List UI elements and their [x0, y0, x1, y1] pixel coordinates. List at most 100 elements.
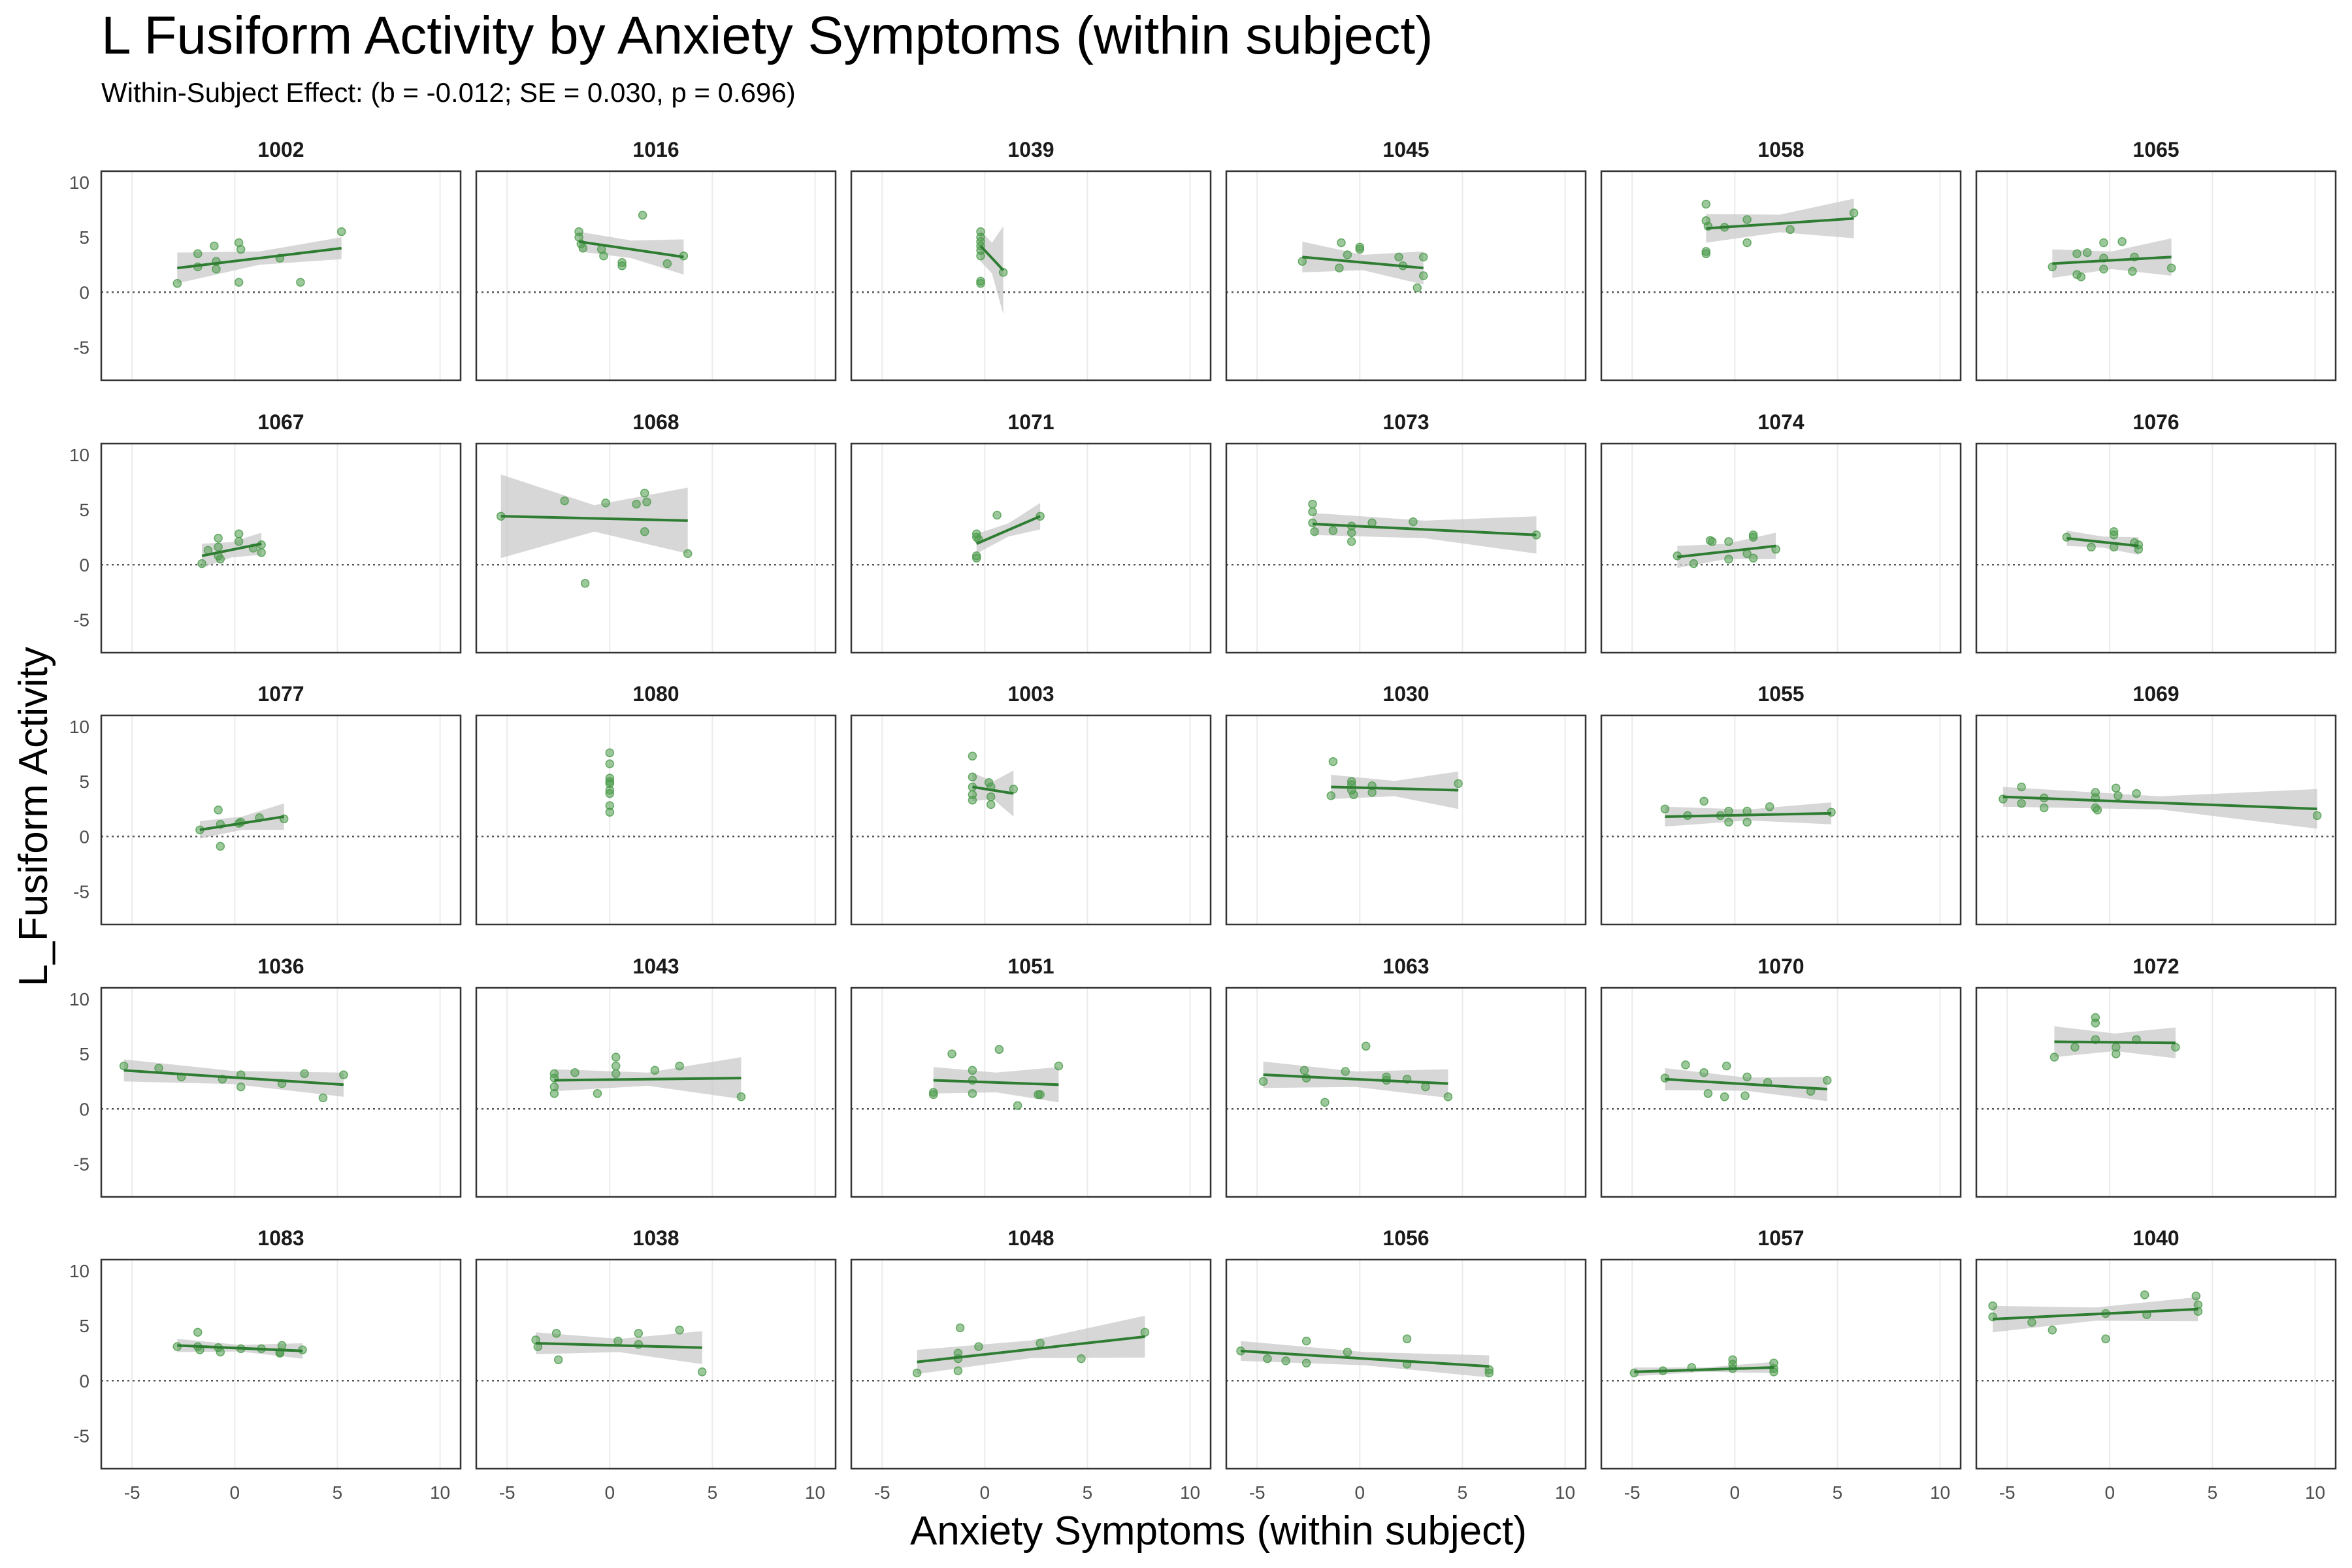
- confidence-band: [177, 237, 342, 284]
- panel-frame: [1225, 1258, 1587, 1470]
- panel-frame: [475, 170, 837, 382]
- data-point: [1036, 1339, 1045, 1348]
- panel-strip-label: 1077: [257, 682, 304, 706]
- data-point: [1748, 553, 1758, 563]
- regression-line: [1665, 1077, 1827, 1090]
- facet-panel-1045: 1045: [1225, 138, 1587, 382]
- data-point: [2109, 531, 2119, 540]
- y-tick-label: 5: [79, 227, 90, 248]
- confidence-band: [917, 1315, 1145, 1375]
- facet-panel-1070: 1070: [1600, 955, 1962, 1198]
- data-point: [640, 489, 649, 498]
- data-point: [632, 499, 641, 509]
- panel-frame: [1975, 987, 2337, 1198]
- data-point: [1421, 1082, 1430, 1092]
- data-point: [1724, 817, 1733, 827]
- data-point: [570, 1068, 580, 1077]
- data-point: [928, 1090, 938, 1100]
- regression-line: [1677, 544, 1776, 559]
- data-point: [236, 244, 246, 254]
- data-point: [1281, 1356, 1290, 1365]
- data-point: [2017, 798, 2026, 808]
- data-point: [2070, 1043, 2080, 1052]
- panel-strip-label: 1038: [632, 1226, 679, 1250]
- data-point: [1263, 1354, 1272, 1364]
- panel-strip-label: 1057: [1757, 1226, 1804, 1250]
- data-point: [1748, 532, 1758, 542]
- x-tick-label: 10: [1180, 1482, 1200, 1503]
- panel-frame: [100, 1258, 462, 1470]
- data-point: [296, 278, 305, 287]
- data-point: [953, 1366, 963, 1375]
- panel-strip-label: 1067: [257, 410, 304, 434]
- data-point: [578, 244, 588, 253]
- x-tick-label: 0: [2104, 1482, 2115, 1503]
- data-point: [1443, 1092, 1453, 1102]
- confidence-band: [976, 502, 1041, 554]
- data-point: [1660, 804, 1670, 813]
- panel-frame: [1600, 170, 1962, 382]
- confidence-band: [981, 226, 1004, 314]
- data-point: [593, 1088, 602, 1098]
- data-point: [549, 1088, 559, 1098]
- data-point: [2048, 1326, 2057, 1335]
- data-point: [277, 1341, 287, 1350]
- panel-strip-label: 1073: [1382, 410, 1429, 434]
- y-tick-label: 10: [69, 717, 90, 737]
- chart-subtitle: Within-Subject Effect: (b = -0.012; SE =…: [101, 77, 796, 108]
- facet-panel-1038: 1038 -5 0 5 10: [475, 1226, 837, 1503]
- data-point: [976, 251, 985, 261]
- y-tick-label: 10: [69, 989, 90, 1009]
- panel-frame: [1225, 170, 1587, 382]
- regression-line: [2052, 255, 2172, 265]
- data-point: [2093, 806, 2102, 815]
- data-point: [994, 1045, 1004, 1054]
- data-point: [119, 1061, 129, 1071]
- data-point: [214, 534, 223, 543]
- data-point: [675, 1326, 684, 1335]
- panel-strip-label: 1074: [1757, 410, 1804, 434]
- data-point: [234, 278, 244, 287]
- data-point: [968, 751, 977, 761]
- data-point: [736, 1092, 746, 1102]
- panel-frame: [475, 1258, 837, 1470]
- data-point: [1849, 208, 1859, 218]
- data-point: [611, 1069, 621, 1079]
- regression-line: [972, 785, 1014, 795]
- data-point: [2017, 782, 2026, 792]
- data-point: [2171, 1043, 2180, 1052]
- y-tick-label: -5: [73, 337, 90, 357]
- data-point: [662, 259, 672, 269]
- data-point: [1765, 802, 1774, 811]
- facet-panel-1036: 1036 -5 0 5 10: [69, 955, 462, 1198]
- panel-frame: [1600, 987, 1962, 1198]
- data-point: [257, 547, 266, 557]
- panel-frame: [1600, 714, 1962, 926]
- data-point: [214, 542, 223, 552]
- panel-strip-label: 1055: [1757, 682, 1804, 706]
- data-point: [339, 1070, 348, 1079]
- data-point: [976, 279, 985, 288]
- regression-line: [2066, 536, 2139, 547]
- data-point: [1724, 537, 1733, 546]
- data-point: [2082, 248, 2092, 257]
- y-tick-label: 5: [79, 1316, 90, 1336]
- x-tick-label: -5: [499, 1482, 515, 1503]
- regression-line: [500, 515, 688, 522]
- panel-frame: [850, 442, 1212, 654]
- data-point: [1258, 1077, 1268, 1086]
- confidence-band: [536, 1331, 702, 1364]
- data-point: [2117, 237, 2127, 246]
- data-point: [605, 759, 615, 768]
- facet-panel-1057: 1057 -5 0 5 10: [1600, 1226, 1962, 1503]
- data-point: [675, 1061, 684, 1071]
- data-point: [1349, 790, 1358, 800]
- data-point: [2091, 1019, 2100, 1028]
- panel-strip-label: 1070: [1757, 955, 1804, 978]
- facet-panel-1077: 1077 -5 0 5 10: [69, 682, 462, 926]
- data-point: [236, 1082, 246, 1092]
- panel-frame: [1975, 714, 2337, 926]
- panel-strip-label: 1072: [2132, 955, 2179, 978]
- regression-line: [1240, 1349, 1490, 1368]
